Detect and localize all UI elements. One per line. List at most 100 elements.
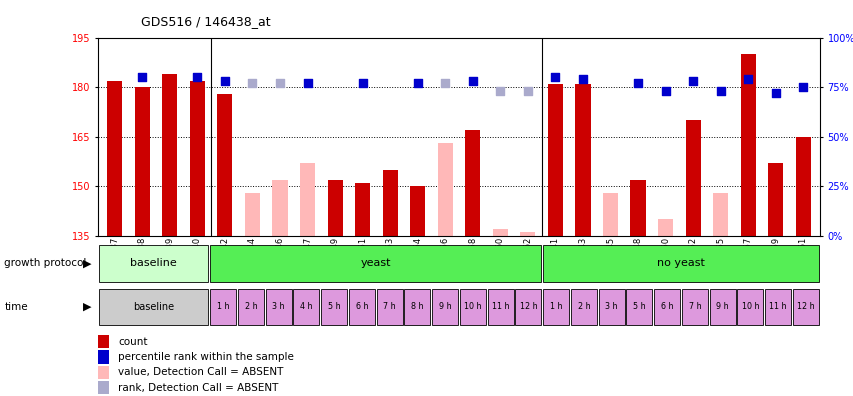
Text: 3 h: 3 h <box>605 303 618 311</box>
Point <box>246 80 259 86</box>
Point <box>658 88 671 94</box>
Bar <box>409 186 425 236</box>
Text: no yeast: no yeast <box>656 258 705 268</box>
Text: 6 h: 6 h <box>660 303 673 311</box>
Point <box>548 74 561 80</box>
Point <box>576 76 589 82</box>
Text: ▶: ▶ <box>83 302 91 312</box>
Point <box>410 80 424 86</box>
Bar <box>321 289 347 325</box>
Text: 7 h: 7 h <box>383 303 396 311</box>
Point <box>630 80 644 86</box>
Bar <box>98 381 109 394</box>
Bar <box>210 289 236 325</box>
Bar <box>548 84 562 236</box>
Bar <box>658 219 672 236</box>
Text: 6 h: 6 h <box>355 303 368 311</box>
Bar <box>709 289 735 325</box>
Text: baseline: baseline <box>133 302 174 312</box>
Point <box>273 80 287 86</box>
Bar <box>293 289 319 325</box>
Bar <box>543 245 818 282</box>
Bar <box>630 179 645 236</box>
Point <box>300 80 314 86</box>
Text: baseline: baseline <box>131 258 177 268</box>
Bar <box>98 335 109 348</box>
Text: 10 h: 10 h <box>464 303 481 311</box>
Bar <box>135 87 149 236</box>
Bar <box>327 179 342 236</box>
Bar <box>107 80 122 236</box>
Bar <box>625 289 652 325</box>
Bar <box>162 74 177 236</box>
Text: 4 h: 4 h <box>299 303 312 311</box>
Text: ▶: ▶ <box>83 258 91 268</box>
Point <box>768 90 781 96</box>
Bar <box>99 289 208 325</box>
Bar <box>602 193 618 236</box>
Bar <box>99 245 208 282</box>
Point <box>493 88 507 94</box>
Bar <box>98 366 109 379</box>
Bar <box>681 289 707 325</box>
Text: GDS516 / 146438_at: GDS516 / 146438_at <box>141 15 270 28</box>
Bar <box>355 183 369 236</box>
Bar <box>768 163 782 236</box>
Bar <box>736 289 763 325</box>
Text: 5 h: 5 h <box>632 303 645 311</box>
Bar <box>265 289 292 325</box>
Bar <box>272 179 287 236</box>
Bar <box>575 84 590 236</box>
Bar <box>740 54 755 236</box>
Text: 5 h: 5 h <box>328 303 340 311</box>
Text: 9 h: 9 h <box>716 303 728 311</box>
Bar <box>348 289 374 325</box>
Text: 10 h: 10 h <box>741 303 758 311</box>
Text: growth protocol: growth protocol <box>4 258 86 268</box>
Text: yeast: yeast <box>360 258 391 268</box>
Bar <box>459 289 485 325</box>
Bar <box>432 289 458 325</box>
Text: 11 h: 11 h <box>769 303 786 311</box>
Text: rank, Detection Call = ABSENT: rank, Detection Call = ABSENT <box>118 383 278 393</box>
Text: 9 h: 9 h <box>438 303 451 311</box>
Text: 12 h: 12 h <box>519 303 537 311</box>
Point <box>713 88 727 94</box>
Point <box>190 74 204 80</box>
Text: 3 h: 3 h <box>272 303 285 311</box>
Point <box>796 84 809 90</box>
Text: 2 h: 2 h <box>244 303 257 311</box>
Bar <box>598 289 624 325</box>
Text: percentile rank within the sample: percentile rank within the sample <box>118 352 293 362</box>
Bar <box>764 289 791 325</box>
Bar <box>795 137 810 236</box>
Bar <box>792 289 818 325</box>
Point <box>520 88 534 94</box>
Bar <box>653 289 680 325</box>
Text: value, Detection Call = ABSENT: value, Detection Call = ABSENT <box>118 367 283 377</box>
Bar <box>712 193 728 236</box>
Point <box>466 78 479 84</box>
Bar <box>217 94 232 236</box>
Bar <box>189 80 205 236</box>
Point <box>356 80 369 86</box>
Bar <box>98 350 109 364</box>
Bar <box>299 163 315 236</box>
Bar <box>210 245 541 282</box>
Point <box>686 78 699 84</box>
Bar <box>514 289 541 325</box>
Bar <box>245 193 259 236</box>
Text: 8 h: 8 h <box>410 303 423 311</box>
Bar <box>465 130 479 236</box>
Bar <box>685 120 700 236</box>
Text: 1 h: 1 h <box>549 303 562 311</box>
Text: 1 h: 1 h <box>217 303 229 311</box>
Text: 2 h: 2 h <box>577 303 589 311</box>
Point <box>740 76 754 82</box>
Bar <box>382 169 397 236</box>
Text: time: time <box>4 302 28 312</box>
Bar <box>376 289 403 325</box>
Bar <box>543 289 569 325</box>
Bar <box>492 229 508 236</box>
Text: 12 h: 12 h <box>796 303 814 311</box>
